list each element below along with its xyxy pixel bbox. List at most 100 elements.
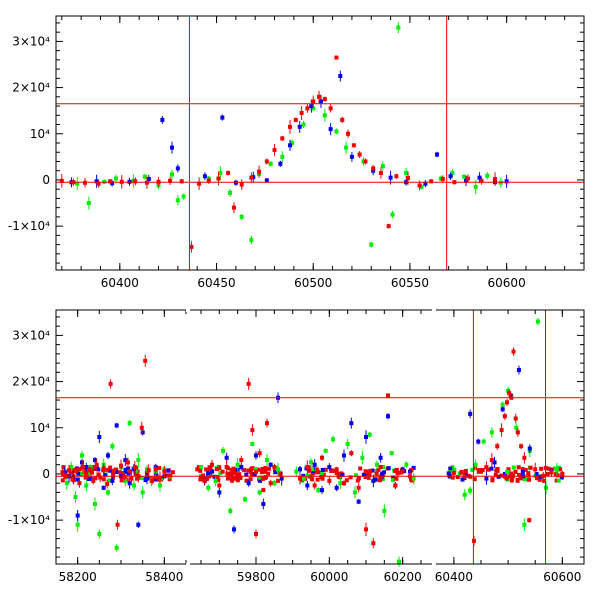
data-point [179,179,184,184]
data-point [527,518,532,523]
data-point [62,469,67,474]
top-panel: -1×10⁴ 0 10⁴ 2×10⁴ 3×10⁴ 60400 60450 60500 60550… [8,15,585,290]
data-point [101,485,106,490]
data-point [310,471,315,476]
data-point [220,115,225,120]
x-tick-label: 60200 [384,570,422,584]
data-point [94,179,99,184]
data-point [237,472,242,477]
data-point [260,476,265,481]
data-point [319,471,324,476]
data-point [96,181,101,186]
data-point [261,501,266,506]
data-point [468,411,473,416]
data-point [94,462,99,467]
data-point [127,421,132,426]
x-tick-label: 60500 [294,276,332,290]
data-point [110,478,115,483]
data-point [397,470,402,475]
axis-break [432,309,436,312]
data-point [315,477,320,482]
data-point [404,462,409,467]
data-point [77,481,82,486]
data-point [320,488,324,493]
data-point [257,490,262,495]
data-point [123,470,128,475]
x-tick-label: 60600 [543,570,581,584]
data-point [455,475,460,480]
data-point [129,476,134,481]
data-point [429,179,434,184]
data-point [170,145,175,150]
data-point [217,483,222,488]
data-point [168,473,173,478]
data-point [228,190,233,195]
data-point [515,430,520,435]
data-point [105,482,110,487]
data-point [123,458,128,463]
data-point [114,545,119,550]
data-point [464,178,469,183]
data-point [257,451,262,456]
data-point [361,472,366,477]
data-point [355,478,360,483]
data-point [382,508,387,513]
data-point [340,117,345,122]
data-point [472,477,477,482]
data-point [239,214,244,219]
data-point [360,455,365,460]
data-point [500,402,505,407]
data-point [462,492,467,497]
data-point [452,467,457,472]
data-point [107,478,112,483]
data-point [60,470,65,475]
data-point [268,462,273,467]
data-point [59,178,64,183]
data-point [256,467,261,472]
data-point [70,477,75,482]
data-point [311,106,316,111]
data-point [162,469,167,474]
data-point [349,154,354,159]
data-point [157,466,162,471]
data-point [345,441,350,446]
data-point [305,106,310,111]
data-point [248,477,253,482]
data-point [298,476,302,481]
data-point [220,469,225,474]
data-point [386,466,391,471]
data-point [356,476,361,481]
data-point [107,468,112,473]
data-point [244,478,249,483]
data-point [239,182,244,187]
data-point [367,472,372,477]
data-point [145,476,149,481]
data-point [252,471,257,476]
data-point [448,466,453,471]
data-point [189,244,194,249]
data-point [386,414,390,419]
data-point [217,490,222,495]
data-point [397,559,401,564]
data-point [520,469,525,474]
data-point [516,465,521,470]
x-tick-label: 58400 [145,570,183,584]
axis-break [186,563,190,566]
data-point [499,473,504,478]
data-point [170,172,175,177]
data-point [293,117,298,122]
y-tick-label: 10⁴ [30,421,50,435]
data-point [239,465,244,470]
data-point [366,475,371,480]
data-point [216,478,221,483]
data-point [263,469,268,474]
data-point [342,453,346,458]
data-point [367,432,372,437]
data-point [556,478,561,483]
data-point [317,94,322,99]
data-point [509,478,514,483]
data-point [535,475,540,480]
data-point [393,469,398,474]
data-point [67,468,71,473]
data-point [380,471,385,476]
